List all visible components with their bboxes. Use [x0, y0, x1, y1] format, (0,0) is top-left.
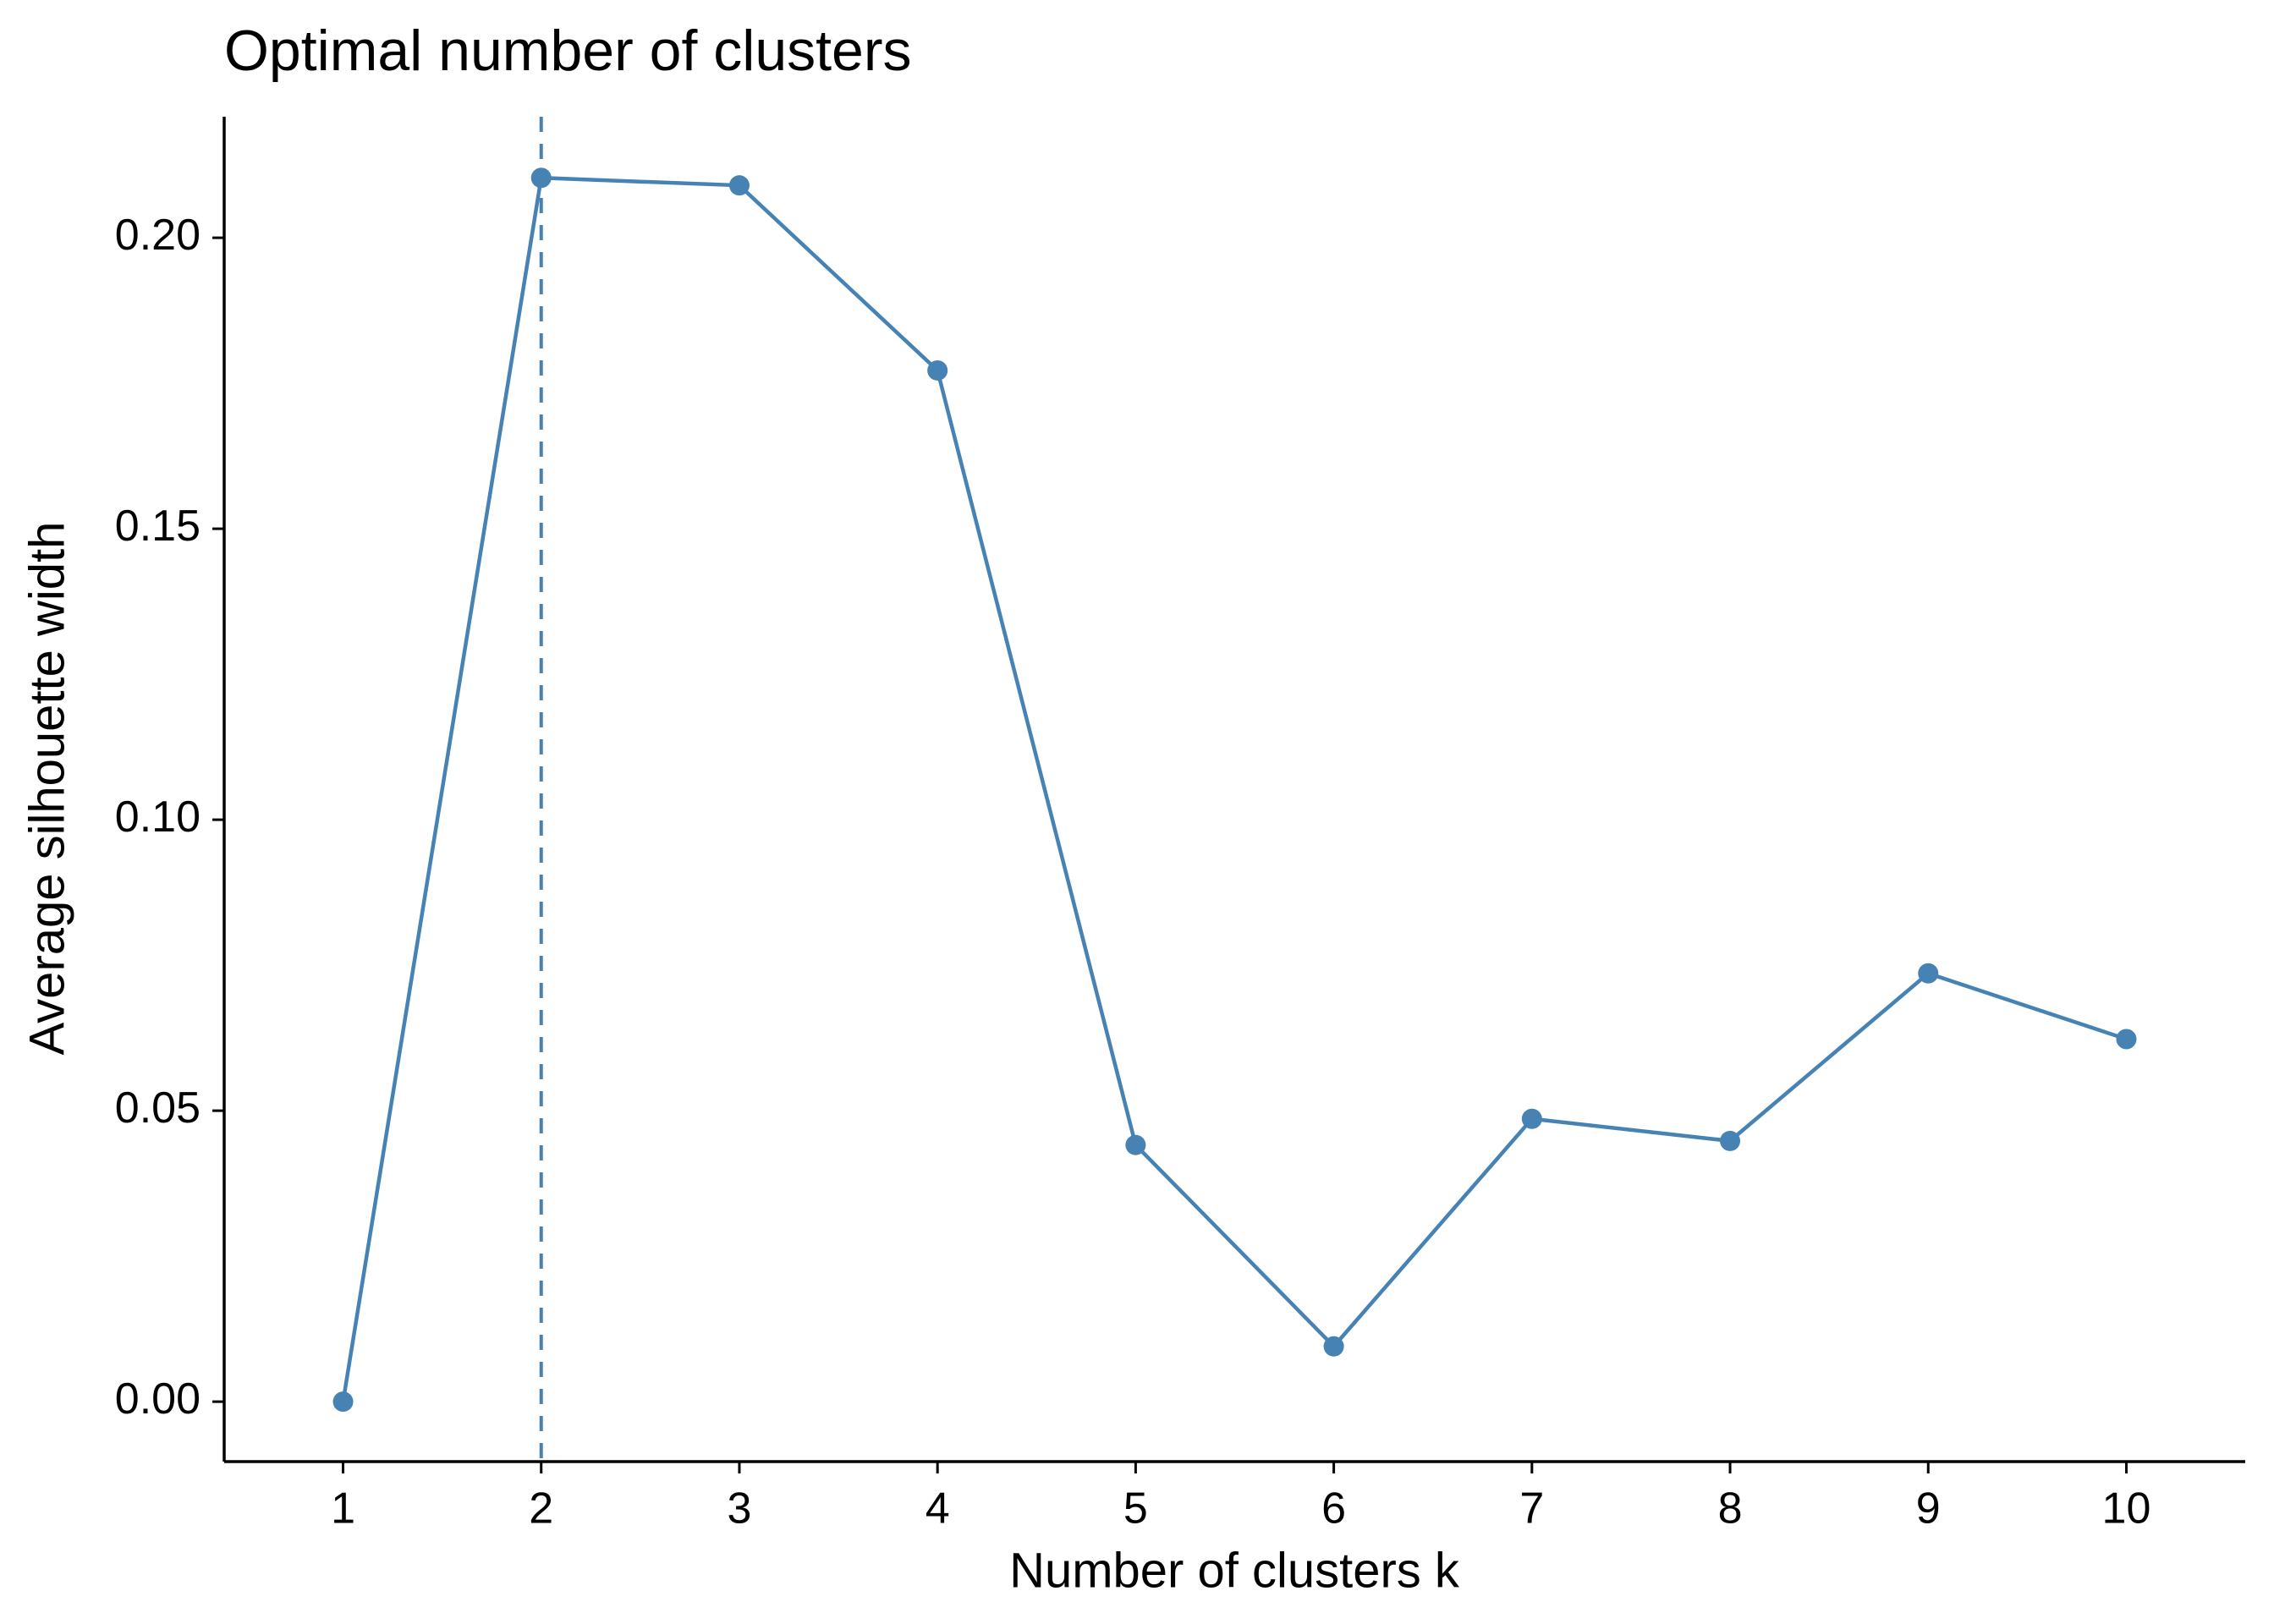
x-tick-label: 5 — [1123, 1484, 1148, 1533]
point — [728, 175, 750, 196]
point — [332, 1391, 354, 1413]
x-tick-label: 2 — [529, 1484, 553, 1533]
point — [1918, 963, 1939, 984]
x-tick-label: 7 — [1519, 1484, 1544, 1533]
point — [927, 359, 948, 381]
y-tick-label: 0.20 — [115, 211, 200, 260]
x-tick-label: 1 — [331, 1484, 355, 1533]
point — [1720, 1130, 1741, 1151]
y-tick-label: 0.00 — [115, 1374, 200, 1424]
line — [341, 175, 2128, 1402]
y-tick-label: 0.10 — [115, 793, 200, 842]
y-tick-label: 0.15 — [115, 502, 200, 551]
y-axis-title: Average silhouette width — [19, 522, 74, 1056]
x-axis-title: Number of clusters k — [1009, 1543, 1460, 1598]
point — [1521, 1108, 1542, 1129]
point — [1323, 1336, 1344, 1357]
x-tick-label: 8 — [1718, 1484, 1743, 1533]
x-tick-label: 6 — [1321, 1484, 1346, 1533]
point — [1125, 1134, 1146, 1155]
y-tick-label: 0.05 — [115, 1084, 200, 1133]
point — [2116, 1029, 2137, 1050]
x-tick-label: 9 — [1916, 1484, 1941, 1533]
x-tick-label: 3 — [727, 1484, 751, 1533]
x-tick-label: 4 — [926, 1484, 950, 1533]
x-tick-label: 10 — [2102, 1484, 2151, 1533]
point — [530, 167, 552, 189]
chart-title: Optimal number of clusters — [224, 19, 912, 83]
